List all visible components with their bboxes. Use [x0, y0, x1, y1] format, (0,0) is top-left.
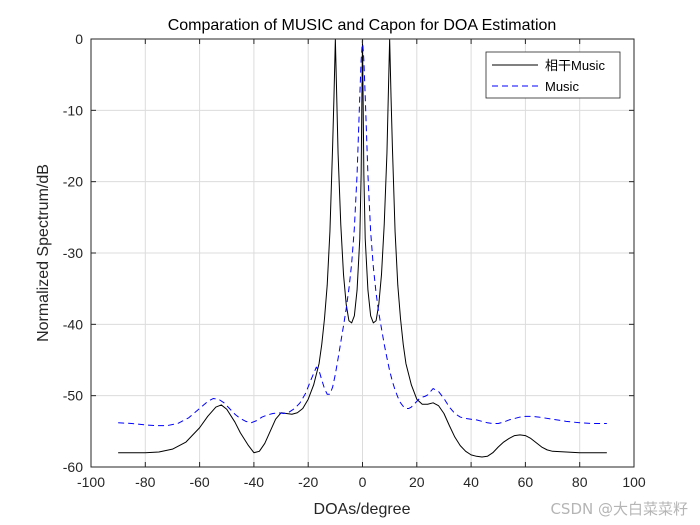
x-tick-label: -80 [135, 474, 155, 490]
x-axis-label: DOAs/degree [314, 501, 411, 518]
y-axis-label: Normalized Spectrum/dB [35, 164, 52, 342]
tick-labels: -100 -80 -60 -40 -20 0 20 40 60 80 100-60-50-40-30… [63, 31, 646, 490]
x-tick-label: -20 [298, 474, 318, 490]
y-tick-label: -50 [63, 388, 83, 404]
y-tick-label: -10 [63, 102, 83, 118]
y-tick-label: -20 [63, 174, 83, 190]
series-line-1 [118, 39, 607, 458]
x-tick-label: 0 [359, 474, 367, 490]
ticks [90, 38, 635, 468]
series-line-2 [118, 39, 607, 427]
x-tick-label: -60 [189, 474, 209, 490]
chart-title: Comparation of MUSIC and Capon for DOA E… [168, 17, 557, 34]
x-tick-label: -100 [77, 474, 105, 490]
x-tick-label: 20 [409, 474, 425, 490]
watermark: CSDN @大白菜菜籽 [550, 500, 688, 518]
y-tick-label: -30 [63, 245, 83, 261]
legend-label-series-1: 相干Music [545, 58, 605, 73]
y-tick-label: 0 [75, 31, 83, 47]
y-tick-label: -40 [63, 316, 83, 332]
y-tick-label: -60 [63, 459, 83, 475]
x-tick-label: 40 [463, 474, 479, 490]
x-tick-label: 80 [572, 474, 588, 490]
legend: 相干Music Music [485, 51, 621, 99]
x-tick-label: 100 [622, 474, 646, 490]
x-tick-label: 60 [518, 474, 534, 490]
x-tick-label: -40 [244, 474, 264, 490]
legend-box [485, 51, 621, 99]
series-layer [118, 39, 607, 458]
legend-label-series-2: Music [545, 79, 579, 94]
